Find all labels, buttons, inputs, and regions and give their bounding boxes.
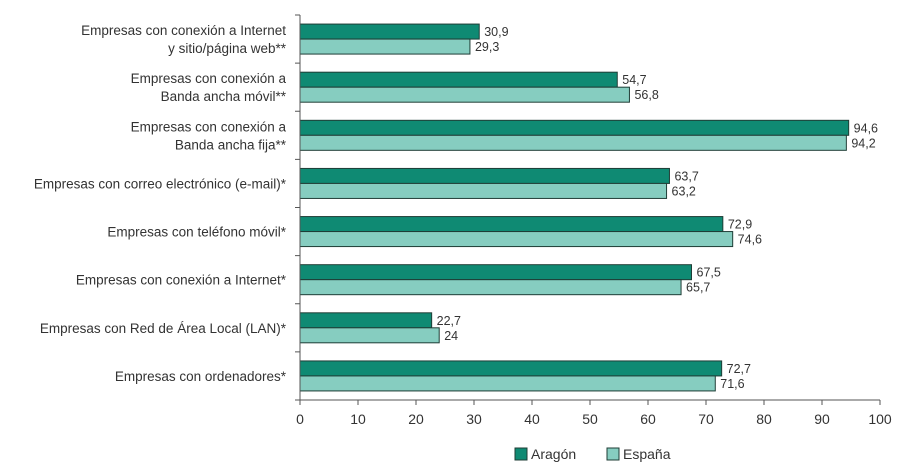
category-label-line: Empresas con ordenadores*: [115, 369, 287, 384]
bar-espana: [299, 327, 440, 344]
legend: Aragón España: [514, 446, 671, 462]
legend-label: Aragón: [531, 446, 576, 462]
bar-value-label: 72,7: [727, 362, 751, 376]
bar-espana: [299, 134, 847, 151]
bar-espana: [299, 375, 716, 392]
x-tick-label: 80: [756, 411, 772, 427]
x-tick-label: 50: [582, 411, 598, 427]
category-label-line: Empresas con teléfono móvil*: [107, 225, 286, 240]
category-label-line: Banda ancha fija**: [175, 137, 287, 152]
category-labels: Empresas con conexión a Internet y sitio/…: [34, 23, 287, 384]
x-tick-label: 30: [466, 411, 482, 427]
x-tick-label: 20: [408, 411, 424, 427]
bar-espana: [299, 231, 734, 248]
bar-value-label: 56,8: [634, 88, 658, 102]
x-tick-label: 90: [814, 411, 830, 427]
bar-value-label: 94,2: [851, 136, 875, 150]
category-label-line: Empresas con conexión a Internet: [81, 23, 286, 38]
legend-swatch-espana: [606, 447, 620, 461]
bar-aragon: [299, 264, 692, 281]
bar-value-label: 30,9: [484, 25, 508, 39]
bar-espana: [299, 182, 668, 199]
x-tick-label: 0: [296, 411, 304, 427]
bar-aragon: [299, 360, 723, 377]
bar-value-label: 74,6: [738, 233, 762, 247]
x-tick-label: 100: [868, 411, 892, 427]
bar-aragon: [299, 119, 850, 136]
bar-value-label: 22,7: [437, 314, 461, 328]
category-label: Empresas con conexión a Internet*: [76, 273, 287, 288]
bar-aragon: [299, 71, 618, 88]
bar-value-label: 63,2: [672, 184, 696, 198]
legend-label: España: [623, 446, 671, 462]
category-label: Empresas con correo electrónico (e-mail)…: [34, 176, 287, 191]
category-label: Empresas con ordenadores*: [115, 369, 287, 384]
bar-espana: [299, 86, 630, 103]
bar-aragon: [299, 216, 724, 233]
value-labels: 30,929,3 54,756,8 94,694,2 63,763,2 72,974,6…: [437, 25, 878, 391]
category-label: Empresas con conexión a Banda ancha fija*…: [131, 119, 287, 152]
category-label-line: Empresas con conexión a: [131, 119, 287, 134]
legend-swatch-aragon: [514, 447, 528, 461]
category-label: Empresas con Red de Área Local (LAN)*: [40, 321, 287, 336]
bar-value-label: 65,7: [686, 281, 710, 295]
category-label: Empresas con teléfono móvil*: [107, 225, 286, 240]
bar-value-label: 24: [444, 329, 458, 343]
bar-value-label: 29,3: [475, 40, 499, 54]
bar-aragon: [299, 23, 480, 40]
category-label-line: Empresas con Red de Área Local (LAN)*: [40, 321, 287, 336]
category-label: Empresas con conexión a Banda ancha móvil…: [131, 71, 287, 104]
bar-value-label: 94,6: [854, 121, 878, 135]
axes: 0 10 20 30 40 50 60 70 80 90 100: [295, 14, 892, 427]
bar-value-label: 71,6: [720, 377, 744, 391]
category-label-line: Empresas con conexión a Internet*: [76, 273, 287, 288]
x-tick-label: 10: [350, 411, 366, 427]
bar-value-label: 67,5: [697, 266, 721, 280]
bar-value-label: 63,7: [674, 169, 698, 183]
bar-aragon: [299, 312, 433, 329]
x-tick-label: 70: [698, 411, 714, 427]
category-label-line: Empresas con conexión a: [131, 71, 287, 86]
bars: [299, 23, 850, 392]
bar-value-label: 72,9: [728, 218, 752, 232]
category-label-line: y sitio/página web**: [168, 41, 287, 56]
bar-aragon: [299, 167, 670, 184]
category-label-line: Banda ancha móvil**: [161, 89, 287, 104]
category-label: Empresas con conexión a Internet y sitio/…: [81, 23, 287, 56]
x-tick-label: 40: [524, 411, 540, 427]
bar-espana: [299, 279, 682, 296]
category-label-line: Empresas con correo electrónico (e-mail)…: [34, 176, 287, 191]
x-tick-label: 60: [640, 411, 656, 427]
bar-value-label: 54,7: [622, 73, 646, 87]
bar-espana: [299, 38, 471, 55]
